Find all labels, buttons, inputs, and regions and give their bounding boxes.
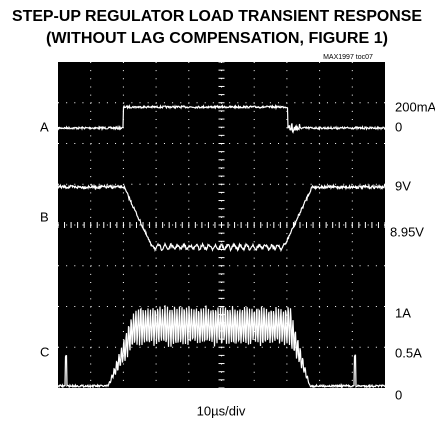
waveform bbox=[57, 183, 386, 253]
level-label: 0 bbox=[395, 387, 402, 402]
waveforms bbox=[57, 103, 386, 390]
trace-label: A bbox=[40, 119, 49, 134]
waveform bbox=[57, 305, 386, 390]
trace-label: C bbox=[40, 344, 49, 359]
trace-label: B bbox=[40, 209, 49, 224]
reference: MAX1997 toc07 bbox=[323, 54, 373, 61]
title-line-2: (WITHOUT LAG COMPENSATION, FIGURE 1) bbox=[46, 30, 388, 47]
level-label: 0 bbox=[395, 119, 402, 134]
title-line-1: STEP-UP REGULATOR LOAD TRANSIENT RESPONS… bbox=[12, 8, 422, 25]
level-label: 1A bbox=[395, 305, 411, 320]
level-label: 0.5A bbox=[395, 345, 422, 360]
x-scale: 10µs/div bbox=[197, 403, 246, 418]
waveform bbox=[57, 103, 386, 134]
grid bbox=[57, 61, 386, 389]
level-label: 200mA bbox=[395, 99, 435, 114]
level-label: 8.95V bbox=[390, 224, 424, 239]
level-label: 9V bbox=[395, 178, 411, 193]
